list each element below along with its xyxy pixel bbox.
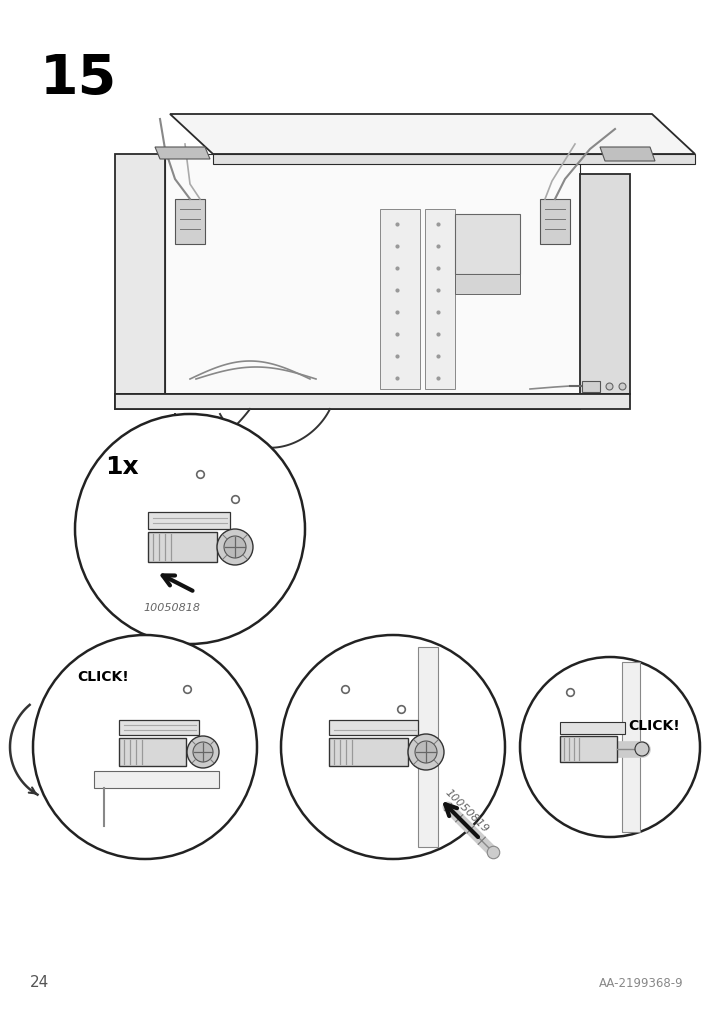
Polygon shape [148, 513, 230, 530]
Text: CLICK!: CLICK! [77, 669, 129, 683]
Circle shape [217, 530, 253, 565]
Polygon shape [329, 720, 418, 735]
Text: 10050819: 10050819 [443, 787, 491, 834]
Text: 10050818: 10050818 [143, 603, 200, 613]
Polygon shape [425, 210, 455, 389]
Polygon shape [455, 275, 520, 295]
Polygon shape [115, 155, 165, 394]
Polygon shape [115, 394, 630, 409]
Circle shape [224, 537, 246, 558]
Polygon shape [540, 200, 570, 245]
Circle shape [75, 415, 305, 644]
Polygon shape [175, 200, 205, 245]
Polygon shape [455, 214, 520, 275]
Polygon shape [600, 148, 655, 162]
Text: CLICK!: CLICK! [628, 718, 680, 732]
Circle shape [33, 635, 257, 859]
Polygon shape [119, 720, 199, 735]
Polygon shape [418, 647, 438, 847]
Polygon shape [155, 148, 210, 160]
Polygon shape [560, 722, 625, 734]
Circle shape [187, 736, 219, 768]
Polygon shape [580, 175, 630, 394]
Polygon shape [148, 533, 217, 562]
Polygon shape [165, 155, 580, 394]
Polygon shape [94, 771, 219, 789]
Polygon shape [115, 394, 630, 409]
Circle shape [415, 741, 437, 763]
Circle shape [193, 742, 213, 762]
Text: 15: 15 [40, 52, 117, 106]
Polygon shape [582, 381, 600, 392]
Polygon shape [560, 736, 617, 762]
Text: 24: 24 [30, 974, 49, 989]
Polygon shape [380, 210, 420, 389]
Circle shape [520, 657, 700, 837]
Circle shape [635, 742, 649, 756]
Polygon shape [213, 155, 695, 165]
Circle shape [408, 734, 444, 770]
Text: 1x: 1x [105, 455, 139, 478]
Polygon shape [622, 662, 640, 832]
Polygon shape [329, 738, 408, 766]
Text: AA-2199368-9: AA-2199368-9 [599, 976, 684, 989]
Polygon shape [119, 738, 186, 766]
Circle shape [281, 635, 505, 859]
Polygon shape [170, 115, 695, 155]
